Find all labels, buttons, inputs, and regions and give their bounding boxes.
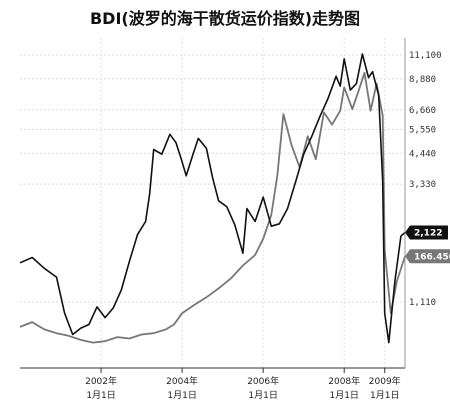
chart-title: BDI(波罗的海干散货运价指数)走势图	[90, 9, 360, 28]
x-tick-label: 1月1日	[370, 390, 399, 401]
y-tick-label: 11,100	[409, 51, 442, 61]
x-tick-label: 2009年	[369, 375, 401, 387]
y-tick-label: 5,550	[409, 125, 436, 135]
y-tick-label: 3,330	[409, 180, 436, 190]
series-line-1	[19, 71, 406, 344]
chart-axes: 11,100 8,880 6,660 5,550 4,440 3,330 1,110 2002…	[20, 38, 442, 401]
end-label-1: 166.450	[405, 249, 450, 264]
x-tick-label: 2002年	[85, 375, 117, 387]
x-tick-label: 2004年	[166, 375, 198, 387]
end-label-box	[405, 249, 450, 264]
end-label-text: 2,122	[414, 228, 442, 238]
x-tick-label: 2008年	[328, 375, 360, 387]
x-tick-label: 1月1日	[329, 390, 358, 401]
y-tick-label: 1,110	[409, 298, 436, 308]
y-tick-label: 8,880	[409, 75, 436, 85]
x-tick-label: 1月1日	[86, 390, 115, 401]
series-layer	[19, 53, 406, 344]
end-label-text: 166.450	[414, 252, 450, 262]
x-tick-label: 1月1日	[167, 390, 196, 401]
series-line-0	[19, 53, 406, 344]
y-tick-label: 4,440	[409, 149, 436, 159]
chart-grid	[20, 38, 405, 368]
end-label-0: 2,122	[405, 225, 448, 240]
end-labels: 166.450 2,122	[405, 225, 450, 264]
x-tick-label: 1月1日	[248, 390, 277, 401]
end-label-box	[405, 225, 448, 240]
y-tick-label: 6,660	[409, 106, 436, 116]
x-tick-label: 2006年	[247, 375, 279, 387]
